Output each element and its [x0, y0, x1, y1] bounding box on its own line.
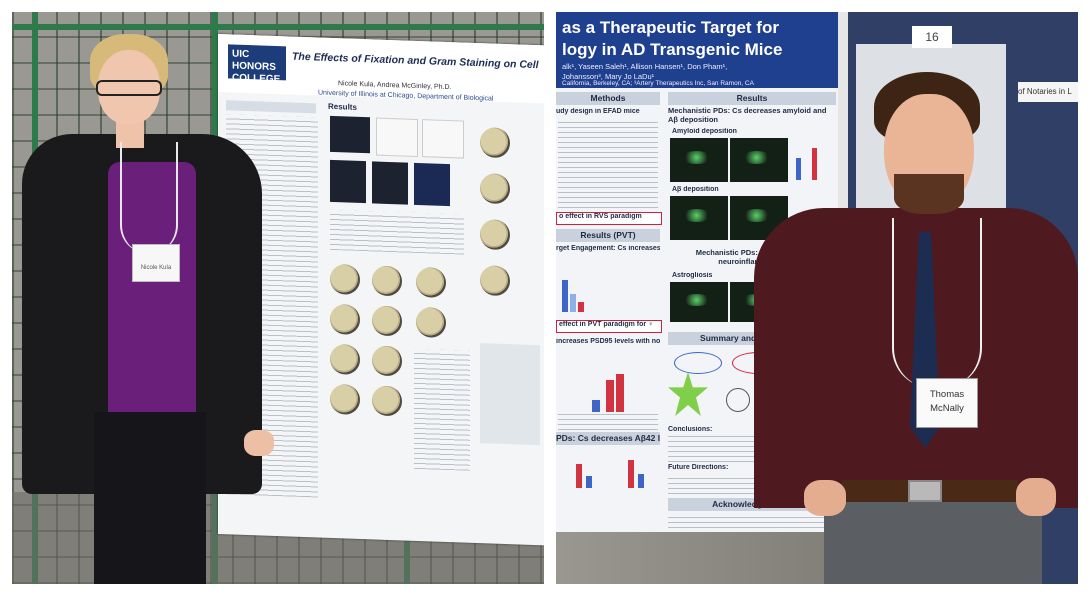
bar	[576, 464, 582, 488]
bar	[592, 400, 600, 412]
woman-face	[98, 50, 160, 124]
figure-image	[330, 159, 366, 204]
poster-title-line2: logy in AD Transgenic Mice	[562, 40, 783, 59]
man-hand	[804, 480, 846, 516]
bar	[586, 476, 592, 488]
microscopy-image	[670, 282, 728, 322]
petri-dish	[416, 266, 446, 298]
results-pvt-heading: Results (PVT)	[556, 229, 660, 242]
figure-caption	[330, 209, 464, 255]
figure-image	[414, 162, 450, 207]
target-engagement-heading: rget Engagement: Cs increases ABCA1 leve…	[556, 245, 660, 252]
poster-title-band	[556, 12, 838, 88]
bar	[578, 302, 584, 312]
microscopy-image	[730, 138, 788, 182]
results-text	[414, 348, 470, 471]
poster-title-line1: as a Therapeutic Target for	[562, 18, 779, 37]
petri-dish	[480, 219, 510, 251]
a42-heading: PDs: Cs decreases Aβ42 levels	[556, 432, 660, 445]
name-badge: Thomas McNally	[916, 378, 978, 428]
name-badge: Nicole Kula	[132, 244, 180, 282]
petri-dish	[330, 383, 360, 415]
badge-name: Nicole Kula	[140, 265, 172, 271]
man-pants	[824, 502, 1042, 584]
diagram-node	[726, 388, 750, 412]
astrogliosis-label: Astrogliosis	[672, 272, 713, 279]
badge-last-name: McNally	[930, 403, 964, 414]
fence-rail	[12, 24, 544, 30]
bar	[796, 158, 801, 180]
mech-neuro-heading: Mechanistic PDs: Cs decreases neuroinfla…	[695, 248, 809, 266]
amyloid-deposition-label: Amyloid deposition	[672, 128, 737, 135]
diagram-oval	[674, 352, 722, 374]
conclusions-label: Conclusions:	[668, 426, 713, 433]
methods-heading: Methods	[556, 92, 660, 105]
acknowledgements-text	[668, 514, 834, 528]
background-section-header	[226, 100, 316, 114]
no-effect-rvs-box: o effect in RVS paradigm	[556, 212, 662, 225]
bar	[812, 148, 817, 180]
microscopy-image	[670, 196, 728, 240]
microscopy-image	[670, 138, 728, 182]
petri-dish	[372, 345, 402, 377]
figure-image	[376, 117, 418, 157]
bar	[562, 280, 568, 312]
poster-authors-line2: Johansson³, Mary Jo LaDu¹	[562, 72, 655, 81]
methods-text	[558, 120, 658, 208]
belt-buckle	[908, 480, 942, 502]
bar	[638, 474, 644, 488]
petri-dish	[330, 343, 360, 375]
mech-amyloid-heading: Mechanistic PDs: Cs decreases amyloid an…	[668, 106, 827, 124]
figure-image	[372, 161, 408, 205]
results-heading: Results	[328, 101, 357, 112]
ab-deposition-label: Aβ deposition	[672, 186, 719, 193]
bar	[616, 374, 624, 412]
right-photo: 16 of Notaries in L as a Therapeutic Tar…	[556, 12, 1078, 584]
petri-dish	[480, 265, 510, 297]
petri-dish	[372, 265, 402, 297]
eyeglasses	[96, 80, 162, 96]
effect-pvt-box: effect in PVT paradigm for ♀	[556, 320, 662, 333]
figure-image	[422, 119, 464, 159]
petri-dish	[372, 385, 402, 417]
man-beard	[894, 174, 964, 214]
left-photo: UIC HONORS COLLEGE The Effects of Fixati…	[12, 12, 544, 584]
microscopy-image	[730, 196, 788, 240]
lanyard	[892, 218, 982, 388]
bar	[606, 380, 614, 412]
psd95-heading: increases PSD95 levels with no effect on…	[556, 338, 660, 345]
bar	[570, 294, 576, 312]
diagram-star	[668, 372, 708, 416]
board-number: 16	[912, 26, 952, 48]
figure-legend	[558, 414, 658, 430]
woman-blouse	[108, 162, 196, 422]
badge-first-name: Thomas	[929, 389, 965, 400]
research-poster-left: UIC HONORS COLLEGE The Effects of Fixati…	[218, 34, 544, 546]
woman-hand	[244, 430, 274, 456]
petri-dish	[480, 127, 510, 159]
petri-dish	[480, 173, 510, 205]
results-table	[480, 343, 540, 446]
future-directions-label: Future Directions:	[668, 464, 729, 471]
background-sign: of Notaries in L	[1018, 82, 1078, 102]
bar	[628, 460, 634, 488]
petri-dish	[372, 305, 402, 337]
woman-pants	[94, 412, 206, 584]
study-design-heading: udy design in EFAD mice	[556, 108, 640, 115]
results-heading: Results	[668, 92, 836, 105]
uic-honors-logo: UIC HONORS COLLEGE	[228, 44, 286, 85]
lanyard	[120, 142, 178, 254]
poster-authors-line1: alk¹, Yaseen Saleh¹, Allison Hansen¹, Do…	[562, 62, 728, 71]
poster-affiliation: California, Berkeley, CA; ³Artery Therap…	[562, 80, 754, 87]
petri-dish	[330, 263, 360, 295]
petri-dish	[416, 306, 446, 338]
figure-image	[330, 115, 370, 154]
man-hand	[1016, 478, 1056, 516]
petri-dish	[330, 303, 360, 335]
